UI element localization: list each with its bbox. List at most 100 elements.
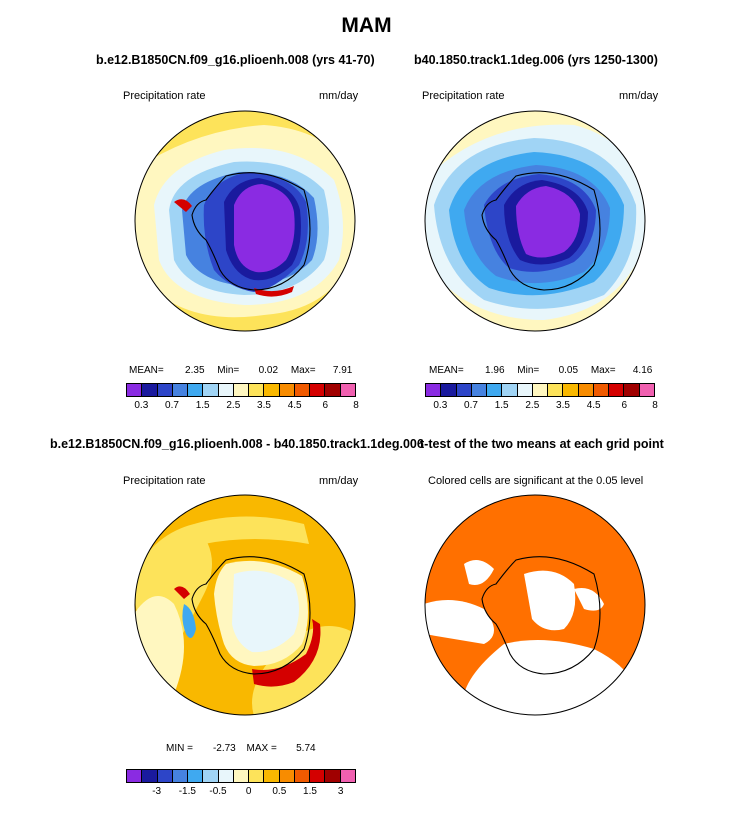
colorbar-swatch xyxy=(172,770,189,782)
panel-2-mean-value: 1.96 xyxy=(485,365,505,376)
panel-3-variable-label: Precipitation rate xyxy=(123,475,206,487)
panel-3-stats: MIN = -2.73 MAX = 5.74 xyxy=(166,743,316,754)
colorbar-swatch xyxy=(279,770,295,782)
colorbar-tick-label: 2.5 xyxy=(525,400,540,411)
panel-1-mean-value: 2.35 xyxy=(185,365,205,376)
panel-4-title: t-test of the two means at each grid poi… xyxy=(420,437,664,451)
panel-2-units-label: mm/day xyxy=(619,90,659,102)
colorbar-swatch xyxy=(487,384,503,396)
colorbar-swatch xyxy=(203,384,219,396)
colorbar-swatch xyxy=(233,384,250,396)
colorbar-swatch xyxy=(310,770,326,782)
colorbar-tick-label: 0.7 xyxy=(165,400,179,411)
panel-1-max-label: Max= xyxy=(290,365,316,376)
panel-3-min-value: -2.73 xyxy=(212,743,236,754)
colorbar-tick-label: 0.5 xyxy=(272,786,287,797)
colorbar-swatch xyxy=(548,384,564,396)
colorbar-tick-label: 6 xyxy=(621,400,628,411)
panel-2-mean-label: MEAN= xyxy=(429,365,464,376)
colorbar-swatch xyxy=(340,770,355,782)
panel-1-mean-label: MEAN= xyxy=(129,365,164,376)
panel-1-min-value: 0.02 xyxy=(258,365,279,376)
panel-3-title: b.e12.B1850CN.f09_g16.plioenh.008 - b40.… xyxy=(50,437,424,451)
colorbar-swatch xyxy=(127,770,143,782)
colorbar-swatch xyxy=(471,384,488,396)
colorbar-swatch xyxy=(218,384,234,396)
panel-3-map xyxy=(134,494,356,716)
colorbar-tick-label: 3.5 xyxy=(257,400,271,411)
colorbar-swatch xyxy=(624,384,640,396)
colorbar-swatch xyxy=(609,384,625,396)
colorbar-swatch xyxy=(172,384,189,396)
colorbar-tick-label: 3 xyxy=(337,786,344,797)
panel-2-map xyxy=(424,110,646,332)
colorbar-swatch xyxy=(264,770,280,782)
colorbar-swatch xyxy=(188,770,204,782)
panel-1-colorbar-ticks: 0.3 0.7 1.5 2.5 3.5 4.5 6 8 xyxy=(126,400,359,412)
colorbar-swatch xyxy=(563,384,579,396)
colorbar-swatch xyxy=(578,384,594,396)
panel-4-map xyxy=(424,494,646,716)
colorbar-swatch xyxy=(188,384,204,396)
panel-1-variable-label: Precipitation rate xyxy=(123,90,206,102)
colorbar-swatch xyxy=(502,384,518,396)
colorbar-swatch xyxy=(441,384,457,396)
colorbar-swatch xyxy=(294,384,311,396)
panel-3-colorbar-ticks: -3 -1.5 -0.5 0 0.5 1.5 3 xyxy=(126,786,356,798)
colorbar-tick-label: 0 xyxy=(245,786,252,797)
panel-2-stats: MEAN= 1.96 Min= 0.05 Max= 4.16 xyxy=(429,365,652,376)
colorbar-swatch xyxy=(325,770,341,782)
colorbar-swatch xyxy=(279,384,295,396)
panel-2-colorbar-ticks: 0.3 0.7 1.5 2.5 3.5 4.5 6 8 xyxy=(425,400,658,412)
colorbar-swatch xyxy=(142,384,158,396)
panel-3-colorbar xyxy=(126,769,356,783)
colorbar-tick-label: -1.5 xyxy=(178,786,196,797)
colorbar-swatch xyxy=(532,384,549,396)
colorbar-tick-label: 8 xyxy=(652,400,658,411)
panel-1-title: b.e12.B1850CN.f09_g16.plioenh.008 (yrs 4… xyxy=(96,53,375,67)
colorbar-tick-label: 0.7 xyxy=(464,400,478,411)
panel-1-stats: MEAN= 2.35 Min= 0.02 Max= 7.91 xyxy=(129,365,352,376)
panel-2-colorbar xyxy=(425,383,655,397)
colorbar-swatch xyxy=(517,384,533,396)
panel-2-min-label: Min= xyxy=(517,365,540,376)
colorbar-swatch xyxy=(639,384,654,396)
colorbar-swatch xyxy=(142,770,158,782)
panel-1-colorbar xyxy=(126,383,356,397)
colorbar-tick-label: 4.5 xyxy=(287,400,302,411)
colorbar-tick-label: 1.5 xyxy=(195,400,210,411)
colorbar-tick-label: 2.5 xyxy=(226,400,241,411)
panel-2-title: b40.1850.track1.1deg.006 (yrs 1250-1300) xyxy=(414,53,658,67)
colorbar-tick-label: 8 xyxy=(353,400,359,411)
colorbar-swatch xyxy=(325,384,341,396)
colorbar-swatch xyxy=(127,384,143,396)
colorbar-swatch xyxy=(593,384,610,396)
panel-2-max-label: Max= xyxy=(590,365,616,376)
colorbar-tick-label: 3.5 xyxy=(556,400,570,411)
colorbar-swatch xyxy=(264,384,280,396)
colorbar-swatch xyxy=(249,770,265,782)
colorbar-tick-label: -3 xyxy=(152,786,162,797)
colorbar-tick-label: 4.5 xyxy=(586,400,601,411)
colorbar-swatch xyxy=(218,770,234,782)
panel-2-min-value: 0.05 xyxy=(558,365,579,376)
colorbar-tick-label: -0.5 xyxy=(209,786,227,797)
colorbar-swatch xyxy=(340,384,355,396)
panel-3-min-label: MIN = xyxy=(166,743,193,754)
panel-1-map xyxy=(134,110,356,332)
colorbar-swatch xyxy=(157,384,173,396)
colorbar-swatch xyxy=(456,384,472,396)
panel-2-variable-label: Precipitation rate xyxy=(422,90,505,102)
colorbar-swatch xyxy=(203,770,219,782)
colorbar-swatch xyxy=(249,384,265,396)
panel-1-units-label: mm/day xyxy=(319,90,359,102)
panel-3-max-value: 5.74 xyxy=(296,743,316,754)
panel-1-min-label: Min= xyxy=(217,365,240,376)
colorbar-tick-label: 0.3 xyxy=(134,400,149,411)
colorbar-swatch xyxy=(294,770,311,782)
colorbar-tick-label: 6 xyxy=(322,400,329,411)
panel-4-significance-note: Colored cells are significant at the 0.0… xyxy=(428,475,644,487)
colorbar-tick-label: 1.5 xyxy=(494,400,509,411)
figure-title: MAM xyxy=(341,14,392,37)
colorbar-swatch xyxy=(310,384,326,396)
